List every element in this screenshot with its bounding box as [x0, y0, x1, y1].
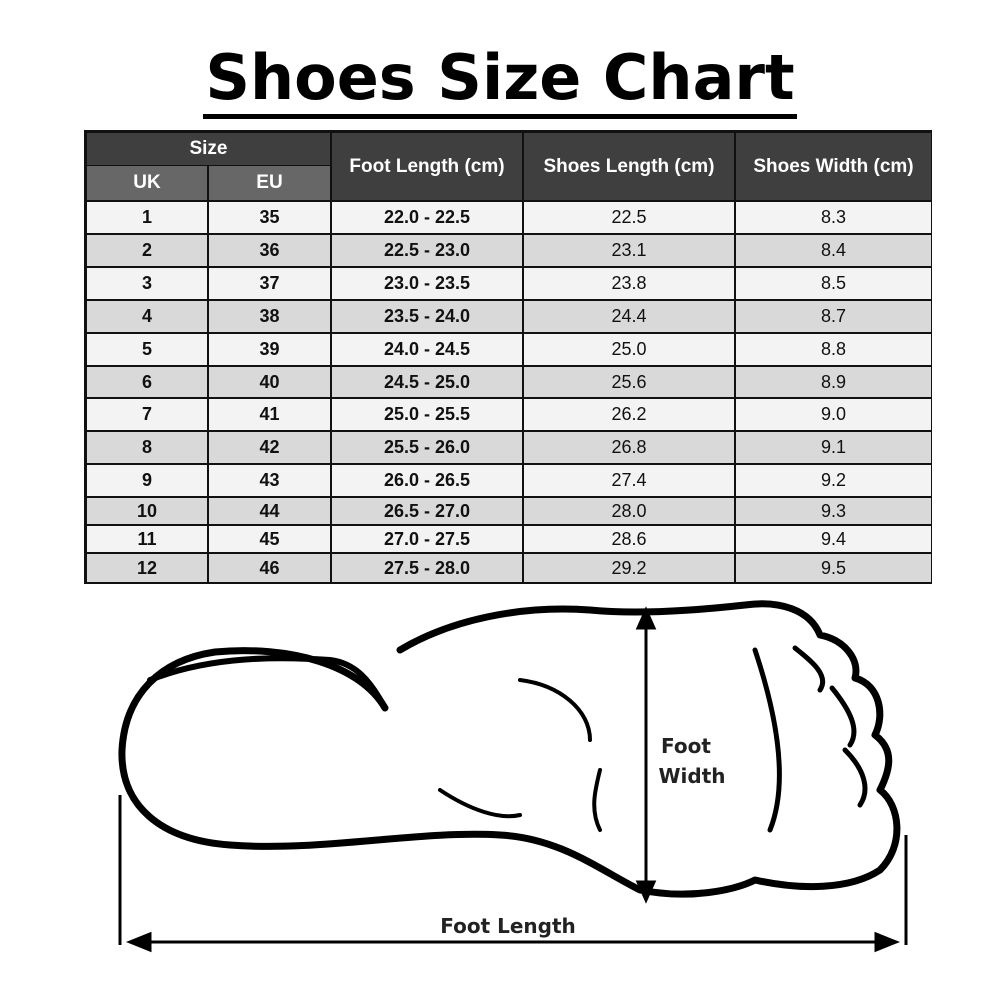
foot-outline: [118, 600, 901, 898]
table-cell-eu: 46: [209, 554, 330, 582]
table-cell-eu: 38: [209, 301, 330, 332]
table-cell-eu: 41: [209, 399, 330, 430]
table-cell-uk: 5: [87, 334, 207, 365]
table-cell-foot-length: 23.5 - 24.0: [332, 301, 522, 332]
table-cell-foot-length: 27.5 - 28.0: [332, 554, 522, 582]
header-shoes-width: Shoes Width (cm): [736, 133, 931, 200]
table-cell-uk: 4: [87, 301, 207, 332]
table-cell-shoes-length: 23.8: [524, 268, 734, 299]
foot-length-label: Foot Length: [440, 914, 576, 938]
table-cell-shoes-width: 9.1: [736, 432, 931, 463]
arch-line: [438, 678, 602, 832]
table-cell-foot-length: 26.5 - 27.0: [332, 498, 522, 524]
size-table: Size UK EU Foot Length (cm) Shoes Length (cm…: [84, 130, 932, 584]
table-cell-foot-length: 24.5 - 25.0: [332, 367, 522, 397]
table-cell-shoes-length: 22.5: [524, 202, 734, 233]
table-cell-eu: 35: [209, 202, 330, 233]
table-cell-uk: 6: [87, 367, 207, 397]
table-cell-shoes-width: 8.7: [736, 301, 931, 332]
table-cell-uk: 8: [87, 432, 207, 463]
table-cell-shoes-length: 28.6: [524, 526, 734, 552]
table-cell-shoes-length: 28.0: [524, 498, 734, 524]
table-cell-shoes-width: 8.8: [736, 334, 931, 365]
table-cell-shoes-width: 8.5: [736, 268, 931, 299]
title-text: Shoes Size Chart: [203, 41, 797, 119]
table-cell-shoes-width: 9.2: [736, 465, 931, 496]
table-cell-eu: 43: [209, 465, 330, 496]
table-cell-eu: 42: [209, 432, 330, 463]
table-cell-shoes-width: 9.4: [736, 526, 931, 552]
header-shoes-length: Shoes Length (cm): [524, 133, 734, 200]
table-cell-eu: 44: [209, 498, 330, 524]
table-cell-uk: 1: [87, 202, 207, 233]
table-cell-foot-length: 26.0 - 26.5: [332, 465, 522, 496]
table-cell-uk: 11: [87, 526, 207, 552]
table-cell-uk: 9: [87, 465, 207, 496]
foot-width-arrow: [635, 606, 657, 904]
table-cell-shoes-width: 8.3: [736, 202, 931, 233]
page-title: Shoes Size Chart: [0, 38, 1000, 119]
header-foot-length: Foot Length (cm): [332, 133, 522, 200]
table-cell-shoes-length: 24.4: [524, 301, 734, 332]
table-cell-shoes-length: 27.4: [524, 465, 734, 496]
table-cell-uk: 2: [87, 235, 207, 266]
header-eu: EU: [209, 166, 330, 200]
table-cell-foot-length: 23.0 - 23.5: [332, 268, 522, 299]
table-cell-shoes-width: 9.3: [736, 498, 931, 524]
header-uk: UK: [87, 166, 207, 200]
table-cell-foot-length: 25.0 - 25.5: [332, 399, 522, 430]
table-cell-uk: 7: [87, 399, 207, 430]
table-cell-foot-length: 25.5 - 26.0: [332, 432, 522, 463]
table-cell-foot-length: 24.0 - 24.5: [332, 334, 522, 365]
foot-diagram: Foot Width Foot Length: [118, 600, 908, 953]
table-cell-shoes-length: 26.8: [524, 432, 734, 463]
table-cell-shoes-length: 26.2: [524, 399, 734, 430]
table-cell-foot-length: 22.5 - 23.0: [332, 235, 522, 266]
table-cell-eu: 40: [209, 367, 330, 397]
heel-detail: [147, 655, 388, 711]
table-cell-shoes-width: 8.4: [736, 235, 931, 266]
table-cell-uk: 3: [87, 268, 207, 299]
table-cell-shoes-width: 9.5: [736, 554, 931, 582]
table-cell-shoes-length: 23.1: [524, 235, 734, 266]
table-cell-uk: 12: [87, 554, 207, 582]
table-cell-eu: 39: [209, 334, 330, 365]
table-cell-shoes-width: 8.9: [736, 367, 931, 397]
table-cell-shoes-length: 29.2: [524, 554, 734, 582]
header-size-group: Size: [87, 133, 330, 165]
table-cell-shoes-length: 25.6: [524, 367, 734, 397]
toe-line: [752, 645, 868, 833]
table-cell-shoes-width: 9.0: [736, 399, 931, 430]
table-cell-shoes-length: 25.0: [524, 334, 734, 365]
foot-length-arrow: [118, 795, 908, 953]
table-cell-foot-length: 27.0 - 27.5: [332, 526, 522, 552]
table-cell-foot-length: 22.0 - 22.5: [332, 202, 522, 233]
foot-width-label-line2: Width: [658, 764, 725, 788]
table-cell-uk: 10: [87, 498, 207, 524]
table-cell-eu: 36: [209, 235, 330, 266]
foot-width-label-line1: Foot: [661, 734, 711, 758]
table-cell-eu: 45: [209, 526, 330, 552]
table-cell-eu: 37: [209, 268, 330, 299]
